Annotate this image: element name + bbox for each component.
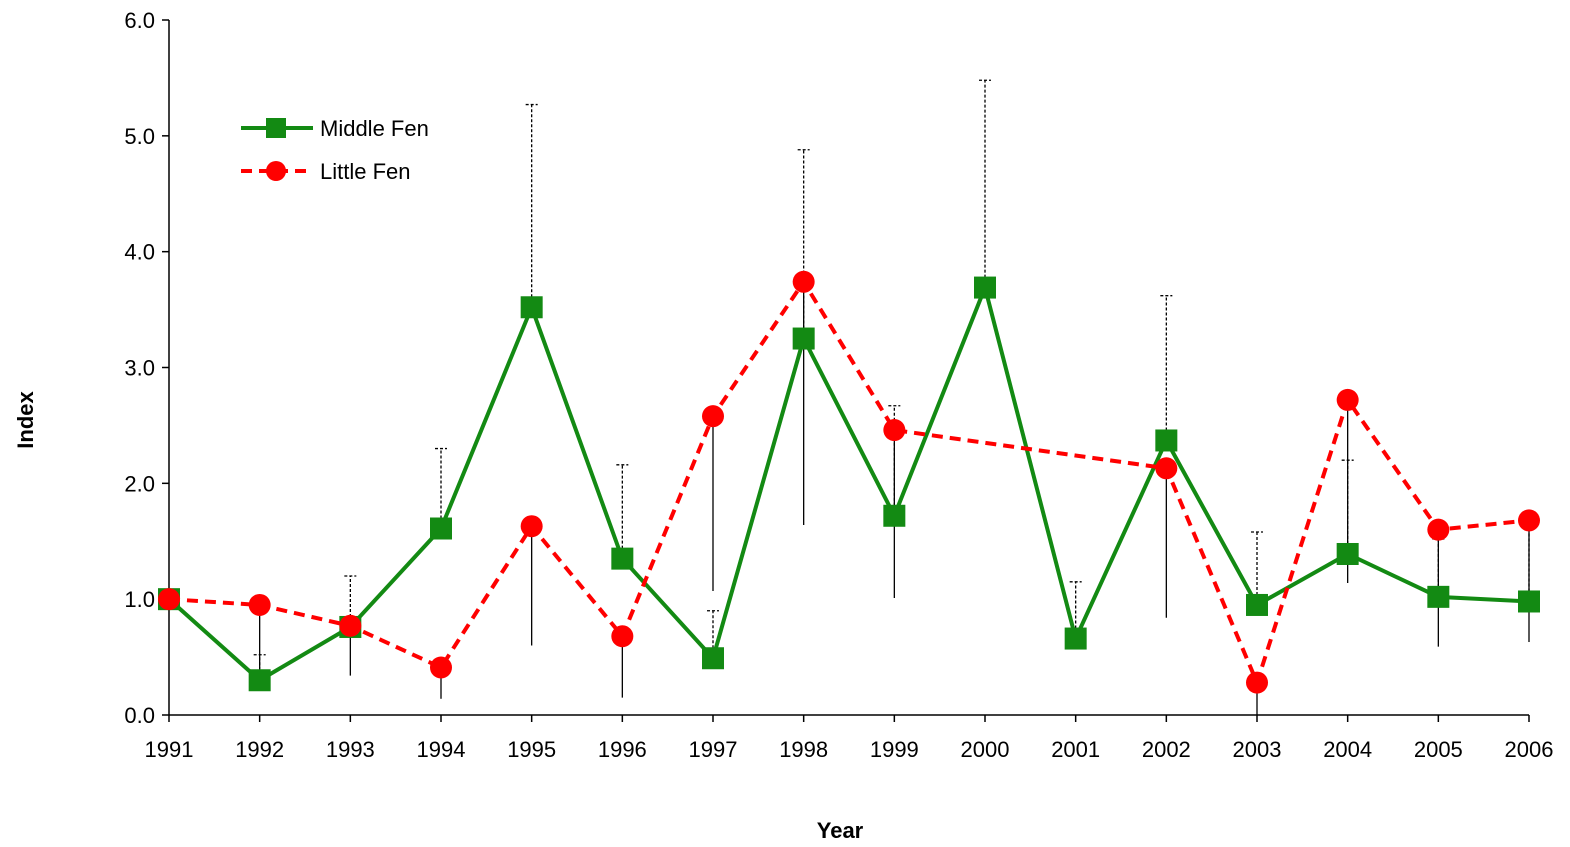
legend-label: Little Fen bbox=[320, 159, 411, 184]
x-axis-title: Year bbox=[817, 818, 864, 843]
x-tick-label: 2000 bbox=[961, 737, 1010, 762]
x-tick-label: 1994 bbox=[417, 737, 466, 762]
x-tick-label: 1996 bbox=[598, 737, 647, 762]
data-point bbox=[883, 419, 906, 442]
y-tick-label: 5.0 bbox=[124, 124, 155, 149]
x-tick-label: 1997 bbox=[689, 737, 738, 762]
x-tick-label: 1998 bbox=[779, 737, 828, 762]
data-point bbox=[792, 327, 815, 350]
x-tick-label: 2005 bbox=[1414, 737, 1463, 762]
data-point bbox=[1518, 590, 1540, 613]
x-tick-label: 1999 bbox=[870, 737, 919, 762]
data-point bbox=[1246, 671, 1268, 694]
data-point bbox=[702, 647, 724, 670]
y-tick-label: 2.0 bbox=[124, 471, 155, 496]
data-point bbox=[1064, 627, 1087, 650]
data-point bbox=[702, 405, 724, 428]
x-tick-label: 1992 bbox=[235, 737, 284, 762]
data-point bbox=[611, 625, 634, 648]
legend-marker bbox=[266, 161, 286, 181]
series-line bbox=[167, 281, 1530, 683]
data-point bbox=[158, 588, 180, 611]
data-point bbox=[520, 515, 543, 538]
data-point bbox=[1246, 593, 1268, 616]
data-point bbox=[1427, 518, 1450, 541]
x-tick-label: 1993 bbox=[326, 737, 375, 762]
y-tick-label: 6.0 bbox=[124, 8, 155, 33]
data-point bbox=[248, 593, 271, 616]
x-tick-label: 2003 bbox=[1233, 737, 1282, 762]
data-point bbox=[1518, 509, 1540, 532]
data-point bbox=[430, 656, 452, 679]
data-point bbox=[430, 517, 452, 540]
y-tick-label: 4.0 bbox=[124, 240, 155, 265]
data-point bbox=[974, 276, 996, 299]
data-point bbox=[1336, 542, 1359, 565]
legend-marker bbox=[266, 118, 286, 138]
data-point bbox=[339, 614, 362, 637]
data-point bbox=[1427, 585, 1450, 608]
data-point bbox=[1336, 388, 1359, 411]
x-tick-label: 2004 bbox=[1323, 737, 1372, 762]
series-line bbox=[168, 278, 1530, 689]
x-tick-label: 2001 bbox=[1051, 737, 1100, 762]
y-axis-title: Index bbox=[13, 391, 38, 449]
data-point bbox=[883, 504, 906, 527]
data-point bbox=[1155, 429, 1178, 452]
data-point bbox=[248, 669, 271, 692]
y-tick-label: 0.0 bbox=[124, 703, 155, 728]
data-point bbox=[1155, 457, 1178, 480]
data-point bbox=[792, 270, 815, 293]
data-point bbox=[520, 296, 543, 319]
legend-label: Middle Fen bbox=[320, 116, 429, 141]
data-point bbox=[611, 547, 634, 570]
x-tick-label: 1995 bbox=[507, 737, 556, 762]
x-tick-label: 2002 bbox=[1142, 737, 1191, 762]
y-tick-label: 3.0 bbox=[124, 356, 155, 381]
y-tick-label: 1.0 bbox=[124, 587, 155, 612]
x-tick-label: 1991 bbox=[145, 737, 194, 762]
x-tick-label: 2006 bbox=[1505, 737, 1554, 762]
